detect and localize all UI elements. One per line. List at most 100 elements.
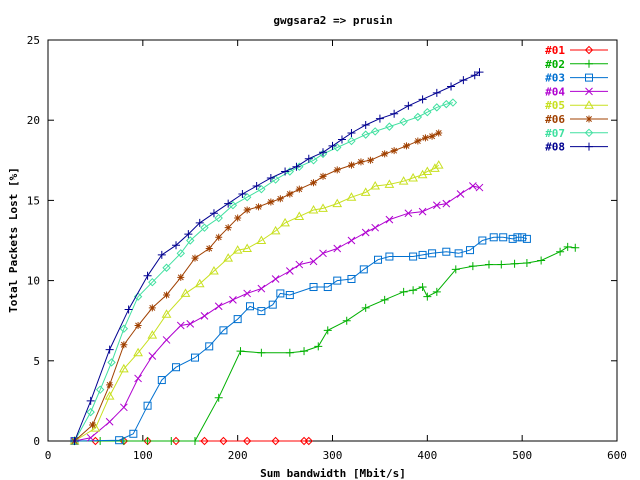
x-tick-label: 400	[417, 449, 437, 462]
data-point	[556, 247, 565, 256]
legend-label: #08	[545, 141, 565, 154]
x-tick-label: 600	[607, 449, 627, 462]
data-point	[162, 263, 171, 272]
data-point	[95, 385, 105, 394]
data-point	[271, 436, 280, 446]
data-point	[90, 423, 101, 432]
data-point	[454, 249, 463, 258]
x-tick-label: 300	[323, 449, 343, 462]
data-point	[432, 287, 441, 296]
data-point	[413, 112, 423, 122]
legend-item: #02	[545, 58, 608, 71]
data-point	[385, 122, 394, 131]
data-point	[319, 172, 327, 180]
data-point	[478, 236, 487, 245]
data-point	[257, 307, 266, 316]
data-point	[232, 245, 243, 254]
data-point	[257, 348, 266, 357]
y-tick-label: 0	[33, 435, 40, 448]
data-point	[428, 132, 436, 140]
data-point	[380, 295, 389, 304]
plot-area	[69, 68, 580, 446]
data-point	[266, 173, 275, 182]
data-point	[224, 199, 233, 208]
data-point	[385, 215, 394, 224]
legend-label: #02	[545, 58, 565, 71]
data-point	[318, 203, 328, 212]
data-point	[497, 260, 506, 269]
data-point	[522, 258, 531, 267]
data-point	[319, 148, 328, 157]
series-line	[74, 236, 528, 442]
legend-item: #01	[545, 44, 608, 57]
data-point	[276, 289, 285, 298]
data-point	[234, 214, 242, 222]
data-point	[432, 88, 441, 97]
data-point	[280, 217, 290, 227]
series-line	[74, 132, 439, 442]
data-point	[522, 234, 531, 243]
data-point	[442, 199, 451, 208]
data-point	[470, 71, 479, 80]
data-point	[384, 179, 395, 188]
data-point	[295, 260, 304, 269]
data-point	[242, 192, 252, 202]
data-point	[242, 243, 253, 253]
data-point	[563, 242, 572, 251]
data-point	[475, 183, 484, 192]
data-point	[375, 114, 384, 123]
data-point	[304, 436, 313, 446]
data-point	[361, 303, 370, 312]
data-point	[361, 121, 370, 130]
data-point	[200, 312, 209, 320]
data-point	[357, 158, 365, 166]
data-point	[319, 249, 327, 258]
data-point	[484, 260, 493, 269]
data-point	[209, 209, 218, 218]
data-point	[162, 336, 171, 344]
data-point	[257, 184, 266, 194]
legend-item: #08	[545, 141, 608, 154]
y-tick-label: 5	[33, 355, 40, 368]
data-point	[200, 436, 209, 446]
data-point	[347, 236, 356, 245]
data-point	[238, 189, 247, 198]
legend-item: #07	[545, 127, 608, 140]
y-axis-label: Total Packets Lost [%]	[7, 167, 20, 313]
data-point	[466, 246, 475, 255]
data-point	[268, 300, 277, 309]
data-point	[119, 324, 129, 333]
data-point	[518, 233, 527, 242]
data-point	[190, 353, 199, 362]
data-point	[86, 396, 95, 405]
data-point	[214, 213, 223, 223]
legend-item: #06	[545, 113, 608, 126]
data-point	[89, 421, 97, 429]
axes: 0 100 200 300 400 500 600 0 5 10 15 20 25	[27, 34, 627, 462]
data-point	[270, 225, 281, 235]
data-point	[442, 247, 451, 256]
data-point	[119, 363, 129, 373]
data-point	[172, 241, 181, 250]
data-point	[176, 249, 185, 258]
data-point	[148, 352, 157, 360]
data-point	[120, 341, 128, 349]
x-axis-label: Sum bandwidth [Mbit/s]	[260, 467, 406, 480]
legend-label: #05	[545, 99, 565, 112]
data-point	[468, 262, 477, 271]
data-point	[585, 59, 593, 68]
data-point	[347, 136, 356, 146]
data-point	[186, 320, 195, 328]
data-point	[223, 253, 234, 262]
data-point	[347, 129, 356, 138]
legend-label: #01	[545, 44, 565, 57]
data-point	[309, 283, 318, 292]
data-point	[333, 166, 341, 174]
data-point	[323, 326, 332, 335]
data-point	[134, 322, 142, 330]
data-point	[332, 198, 343, 208]
data-point	[537, 256, 546, 265]
data-point	[381, 150, 389, 158]
data-point	[399, 287, 408, 296]
series-04	[70, 182, 484, 445]
